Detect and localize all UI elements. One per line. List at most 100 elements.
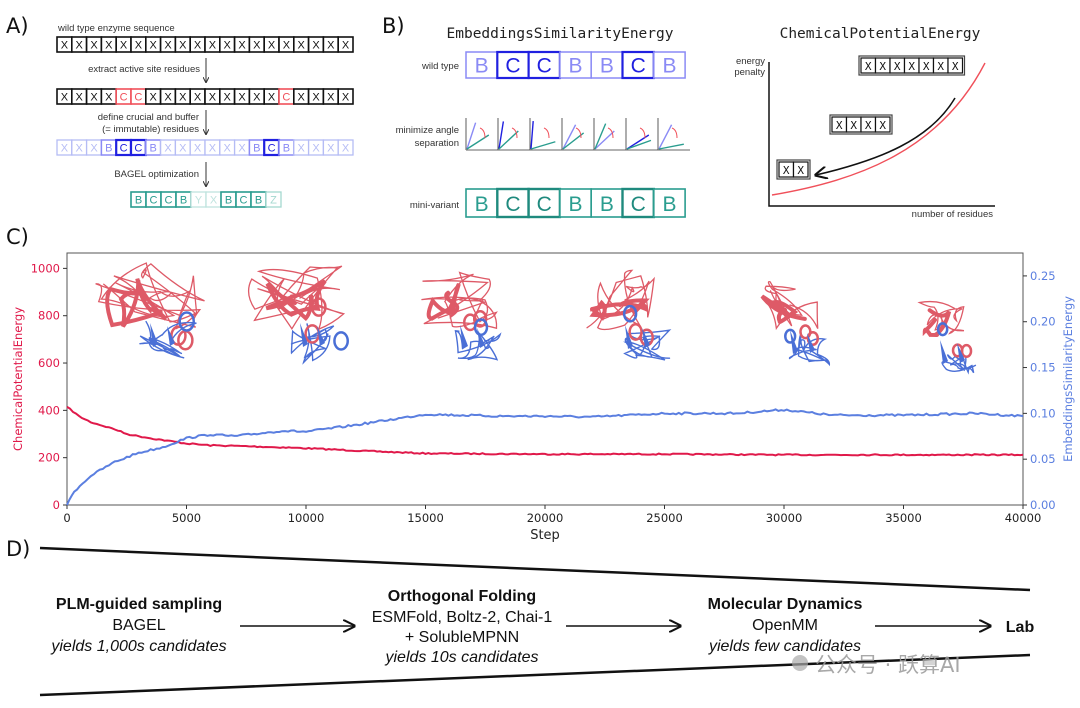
residue-letter: X [61,92,69,104]
residue-box [792,161,809,178]
embedding-vector-icon [562,132,585,150]
residue-box: X [292,36,310,53]
embedding-vector-icon [658,143,684,150]
stage-yield: yields few candidates [708,638,861,655]
residue-box: X [189,139,206,156]
residue-letter: X [312,143,320,155]
angle-vectors-row [465,118,690,151]
residue-letter: X [209,92,217,104]
y-right-tick-label: 0.20 [1030,315,1056,329]
angle-label-line2: separation [415,138,459,149]
residue-box: X [174,36,191,53]
stage-molecular-dynamics: Molecular Dynamics OpenMM yields few can… [708,596,863,655]
y-right-tick-label: 0.00 [1030,498,1056,512]
residue-box: X [174,88,191,105]
residue-letter: B [283,143,290,155]
residue-letter: X [268,40,276,52]
residue-box: X [159,36,177,53]
residue-box: X [115,36,132,53]
residue-letter: X [164,92,172,104]
residue-letter: X [76,40,84,52]
beta-strand [940,340,965,364]
residue-box: X [337,88,354,105]
residue-box: X [219,88,236,105]
helix [310,297,327,317]
residue-letter: X [179,40,187,52]
residue-box: X [145,88,162,105]
panel-c: C) 0 5000 10000 15000 20000 25000 30000 35000 40… [6,225,1075,543]
residue-count-boxes: XXXXXXX XXXX XX [776,55,967,180]
residue-letter: B [135,195,142,207]
residue-box: X [293,139,310,156]
stage-tool: OpenMM [752,617,818,634]
residue-box: X [204,88,221,105]
residue-box: B [278,139,295,156]
residue-box: X [233,88,251,105]
rotation-arrow-icon [671,127,678,139]
y-left-tick-label: 600 [38,356,60,370]
residue-letter: B [255,195,262,207]
y-left-tick-label: 800 [38,309,60,323]
residue-box: B [130,191,147,208]
chemical-potential-title: ChemicalPotentialEnergy [780,26,981,42]
helix [473,318,489,337]
residue-box: X [248,88,265,105]
residue-box: X [85,36,103,53]
plot-frame [66,252,1024,506]
bagel-step-label: BAGEL optimization [114,169,199,180]
residue-box: C [160,191,177,208]
angle-vector-panel [497,118,530,151]
residue-letter: X [61,40,69,52]
residue-box: B [145,139,162,156]
residue-box: C [145,191,162,208]
residue-letter: X [283,40,291,52]
residue-box: B [465,51,499,79]
residue-letter: C [150,195,158,207]
energy-axes [768,62,995,207]
residue-box-group [776,159,811,180]
rotation-arrow-icon [479,127,486,139]
residue-box: X [219,36,236,53]
residue-box: X [307,88,325,105]
x-tick-label: 40000 [1005,511,1042,525]
residue-letter: C [134,92,142,104]
residue-box: X [233,139,251,156]
energy-axis-label-line1: energy [736,56,765,67]
residue-letter: X [312,92,320,104]
residue-letter: C [537,54,552,77]
residue-letter: C [120,143,128,155]
y-right-tick-label: 0.25 [1030,269,1056,283]
residue-box: Y [190,191,207,208]
embedding-vector-icon [658,124,673,150]
beta-strand [300,323,325,347]
residue-box: C [115,138,133,157]
residue-letter: C [537,193,552,216]
define-step-label-line1: define crucial and buffer [98,112,199,123]
funnel-bottom-line [39,653,1031,697]
embeddings-similarity-line [66,408,1024,506]
helix [622,304,638,323]
stage-tool: + SolubleMPNN [405,629,519,646]
residue-box: X [56,88,73,105]
residue-box: C [278,88,295,105]
energy-axis-label-line2: penalty [734,67,765,78]
stage-plm-sampling: PLM-guided sampling BAGEL yields 1,000s … [50,596,226,655]
four-residue-sequence: XXXX [836,119,894,132]
x-tick-label: 0 [63,511,70,525]
residue-letter: X [327,92,335,104]
residue-box: C [527,50,561,80]
residue-letter: C [505,54,520,77]
residue-letter: X [120,40,128,52]
seven-residue-sequence: XXXXXXX [865,60,967,73]
stage-yield: yields 1,000s candidates [50,638,226,655]
residue-box: X [159,139,177,156]
two-residue-sequence: XX [783,164,812,177]
stage-orthogonal-folding: Orthogonal Folding ESMFold, Boltz-2, Cha… [372,588,553,666]
angle-vector-panel [625,118,658,151]
chemical-potential-line [66,405,1024,457]
helix [333,331,349,351]
